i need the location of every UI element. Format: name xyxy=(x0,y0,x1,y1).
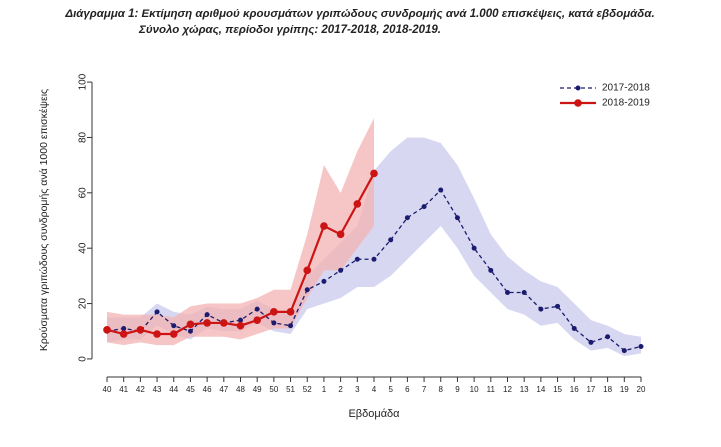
data-point xyxy=(404,215,410,221)
data-point xyxy=(286,308,295,316)
x-tick-label: 44 xyxy=(169,385,178,394)
confidence-band xyxy=(107,137,641,357)
x-tick-label: 6 xyxy=(405,385,410,394)
y-tick-label: 0 xyxy=(78,356,89,362)
data-point xyxy=(338,267,344,273)
x-tick-label: 15 xyxy=(553,385,562,394)
data-point xyxy=(488,267,494,273)
x-tick-label: 14 xyxy=(536,385,545,394)
x-tick-label: 16 xyxy=(570,385,579,394)
x-tick-label: 45 xyxy=(186,385,195,394)
data-point xyxy=(538,306,544,312)
x-tick-label: 9 xyxy=(455,385,460,394)
x-tick-label: 43 xyxy=(153,385,162,394)
x-tick-label: 5 xyxy=(388,385,393,394)
x-tick-label: 8 xyxy=(439,385,444,394)
data-point xyxy=(555,303,561,309)
data-point xyxy=(388,237,394,243)
data-point xyxy=(186,320,195,329)
data-point xyxy=(254,306,260,312)
data-point xyxy=(119,330,128,338)
data-point xyxy=(271,320,277,326)
data-point xyxy=(153,330,161,338)
x-tick-label: 3 xyxy=(355,385,360,394)
data-point xyxy=(370,169,378,178)
data-point xyxy=(171,323,177,329)
data-point xyxy=(236,321,245,330)
y-tick-label: 40 xyxy=(78,242,89,254)
data-point xyxy=(521,289,527,295)
x-tick-label: 11 xyxy=(487,385,496,394)
data-point xyxy=(103,326,111,334)
x-tick-label: 42 xyxy=(136,385,145,394)
legend-marker xyxy=(574,99,582,107)
data-point xyxy=(204,312,210,318)
x-tick-label: 19 xyxy=(620,385,629,394)
data-point xyxy=(320,222,328,230)
data-point xyxy=(169,330,178,338)
x-axis-label: Εβδομάδα xyxy=(348,408,400,420)
x-tick-label: 52 xyxy=(303,385,312,394)
x-tick-label: 13 xyxy=(520,385,529,394)
data-point xyxy=(303,266,312,275)
data-point xyxy=(238,317,243,323)
data-point xyxy=(588,339,594,345)
data-point xyxy=(121,325,127,331)
y-axis-label: Κρούσματα γριπώδους συνδρομής ανά 1000 ε… xyxy=(38,89,50,351)
x-tick-label: 4 xyxy=(372,385,377,394)
x-tick-label: 2 xyxy=(338,385,343,394)
x-tick-label: 20 xyxy=(637,385,646,394)
legend-label: 2018-2019 xyxy=(602,98,650,109)
data-point xyxy=(270,308,278,316)
x-tick-label: 17 xyxy=(586,385,595,394)
x-tick-label: 1 xyxy=(322,385,327,394)
data-point xyxy=(253,316,261,324)
x-tick-label: 41 xyxy=(119,385,128,394)
x-tick-label: 10 xyxy=(470,385,479,394)
data-point xyxy=(203,319,211,327)
x-tick-label: 7 xyxy=(422,385,427,394)
legend-label: 2017-2018 xyxy=(602,83,650,94)
x-tick-label: 49 xyxy=(253,385,262,394)
data-point xyxy=(304,287,310,293)
y-tick-label: 100 xyxy=(78,73,89,90)
legend-marker xyxy=(575,85,581,91)
data-point xyxy=(621,348,627,354)
data-point xyxy=(154,309,160,315)
data-point xyxy=(354,256,360,262)
data-point xyxy=(438,187,444,193)
y-tick-label: 20 xyxy=(78,298,89,310)
data-point xyxy=(353,200,362,208)
x-tick-label: 46 xyxy=(203,385,212,394)
x-tick-label: 40 xyxy=(103,385,112,394)
y-tick-label: 80 xyxy=(78,131,89,143)
data-point xyxy=(605,334,611,340)
chart-subtitle: Σύνολο χώρας, περίοδοι γρίπης: 2017-2018… xyxy=(138,24,441,36)
data-point xyxy=(571,325,577,331)
x-tick-label: 18 xyxy=(603,385,612,394)
x-tick-label: 47 xyxy=(219,385,228,394)
chart-title: Διάγραμμα 1: Εκτίμηση αριθμού κρουσμάτων… xyxy=(64,8,654,20)
data-point xyxy=(288,323,294,329)
data-point xyxy=(454,215,460,221)
x-tick-label: 50 xyxy=(269,385,278,394)
data-point xyxy=(638,343,644,349)
data-point xyxy=(220,319,228,327)
data-point xyxy=(136,326,145,334)
data-point xyxy=(187,328,193,334)
data-point xyxy=(321,278,327,284)
y-tick-label: 60 xyxy=(78,187,89,199)
data-point xyxy=(336,230,345,239)
x-tick-label: 51 xyxy=(286,385,295,394)
x-tick-label: 48 xyxy=(236,385,245,394)
data-point xyxy=(371,256,377,262)
data-point xyxy=(421,204,427,210)
x-tick-label: 12 xyxy=(503,385,512,394)
data-point xyxy=(471,245,477,251)
data-point xyxy=(505,289,510,295)
